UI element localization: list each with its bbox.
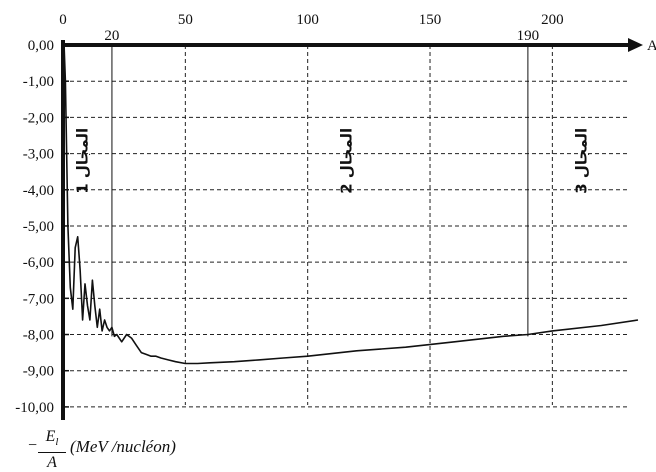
x-tick-label: 200 bbox=[541, 12, 564, 28]
y-tick-label: -7,00 bbox=[23, 291, 54, 307]
axes: A bbox=[61, 38, 656, 420]
x-axis-arrow bbox=[628, 38, 643, 52]
y-label-minus: − bbox=[28, 437, 38, 454]
zone-label: المجال 2 bbox=[338, 128, 356, 194]
zone-label: المجال 1 bbox=[73, 128, 91, 194]
y-label-fraction: El A bbox=[38, 428, 66, 472]
y-tick-label: 0,00 bbox=[28, 38, 54, 54]
series-line-0 bbox=[63, 48, 639, 365]
y-tick-label: -5,00 bbox=[23, 219, 54, 235]
x-tick-label: 50 bbox=[178, 12, 193, 28]
y-label-denominator: A bbox=[47, 454, 57, 472]
y-tick-label: -8,00 bbox=[23, 328, 54, 344]
y-tick-label: -2,00 bbox=[23, 110, 54, 126]
y-label-unit: (MeV /nucléon) bbox=[70, 437, 176, 456]
zone-label: المجال 3 bbox=[573, 128, 591, 194]
grid-lines bbox=[63, 45, 628, 408]
reference-mark-label: 190 bbox=[517, 28, 540, 44]
x-tick-label: 150 bbox=[419, 12, 442, 28]
x-tick-label: 100 bbox=[296, 12, 319, 28]
reference-mark-label: 20 bbox=[104, 28, 119, 44]
reference-marks: 20 190 bbox=[104, 28, 540, 337]
y-tick-label: -9,00 bbox=[23, 364, 54, 380]
y-tick-label: -1,00 bbox=[23, 74, 54, 90]
y-label-numerator: El bbox=[38, 428, 66, 451]
y-tick-label: -4,00 bbox=[23, 183, 54, 199]
x-tick-labels: 0 50 100 150 200 bbox=[59, 12, 563, 28]
y-tick-labels: 0,00 -1,00 -2,00 -3,00 -4,00 -5,00 -6,00 -7,00 -… bbox=[15, 38, 69, 416]
y-label-fraction-bar bbox=[38, 452, 66, 454]
series-layer bbox=[63, 48, 639, 365]
x-axis-label: A bbox=[647, 38, 656, 54]
y-tick-label: -3,00 bbox=[23, 147, 54, 163]
zone-labels: المجال 1 المجال 2 المجال 3 bbox=[73, 128, 590, 194]
x-tick-label: 0 bbox=[59, 12, 67, 28]
y-axis-label: − El A (MeV /nucléon) bbox=[28, 428, 248, 471]
y-label-numerator-text: E bbox=[45, 428, 56, 445]
y-tick-label: -6,00 bbox=[23, 255, 54, 271]
y-label-numerator-sub: l bbox=[55, 436, 59, 449]
y-tick-label: -10,00 bbox=[15, 400, 54, 416]
